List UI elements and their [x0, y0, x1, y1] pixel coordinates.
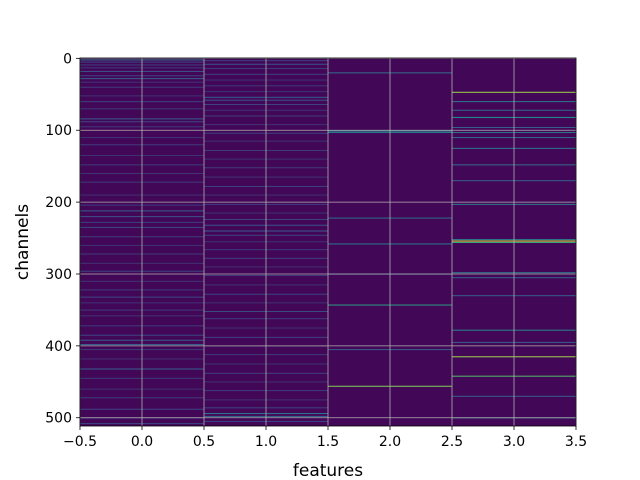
x-axis-label: features [293, 461, 363, 480]
x-tick-label: 2.0 [379, 434, 401, 450]
x-tick-label: −0.5 [63, 434, 97, 450]
y-tick-label: 500 [45, 411, 72, 427]
y-tick-label: 100 [45, 123, 72, 139]
y-tick-label: 0 [63, 51, 72, 67]
y-axis-ticks: 0 100 200 300 400 500 [45, 51, 80, 427]
y-tick-label: 200 [45, 195, 72, 211]
y-axis-label: channels [13, 204, 33, 280]
x-tick-label: 0.0 [131, 434, 153, 450]
x-tick-label: 1.5 [317, 434, 339, 450]
y-tick-label: 300 [45, 267, 72, 283]
x-tick-label: 1.0 [255, 434, 277, 450]
x-tick-label: 3.5 [565, 434, 587, 450]
x-tick-label: 3.0 [503, 434, 525, 450]
x-axis-ticks: −0.5 0.0 0.5 1.0 1.5 2.0 2.5 3.0 3.5 [63, 426, 587, 450]
x-tick-label: 2.5 [441, 434, 463, 450]
y-tick-label: 400 [45, 339, 72, 355]
x-tick-label: 0.5 [193, 434, 215, 450]
